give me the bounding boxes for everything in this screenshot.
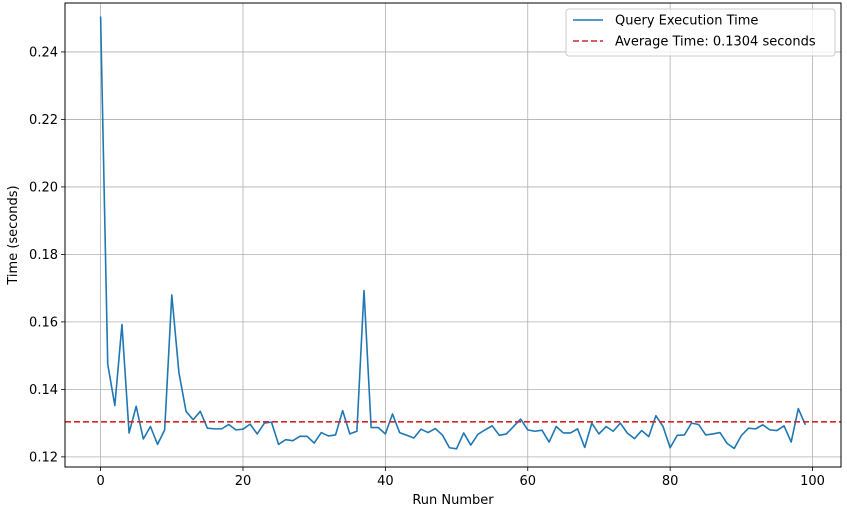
plot-frame [64,2,842,468]
y-tick-label: 0.16 [29,315,58,330]
x-tick-label: 20 [235,474,252,489]
x-tick-label: 100 [800,474,825,489]
y-tick-label: 0.18 [29,248,58,263]
series-layer [65,16,841,450]
y-axis-label: Time (seconds) [6,185,21,285]
x-tick-label: 40 [377,474,394,489]
legend-box [565,8,836,57]
query-time-line [99,16,807,450]
y-tick-label: 0.22 [29,113,58,128]
y-tick-label: 0.12 [29,450,58,465]
y-tick-label: 0.14 [29,383,58,398]
legend: Query Execution Time Average Time: 0.130… [565,8,836,57]
x-tick-label: 60 [519,474,536,489]
y-tick-label: 0.24 [29,45,58,60]
legend-label-average: Average Time: 0.1304 seconds [615,35,816,50]
grid-lines [65,3,841,467]
x-axis-label: Run Number [412,493,494,508]
legend-label-query-time: Query Execution Time [615,14,758,29]
y-tick-label: 0.20 [29,180,58,195]
x-tick-label: 80 [662,474,679,489]
axis-ticks: 0 20 40 60 80 100 0.12 0.14 0.16 0.18 0.20 0.22 0.24 [29,45,825,489]
x-tick-label: 0 [96,474,104,489]
